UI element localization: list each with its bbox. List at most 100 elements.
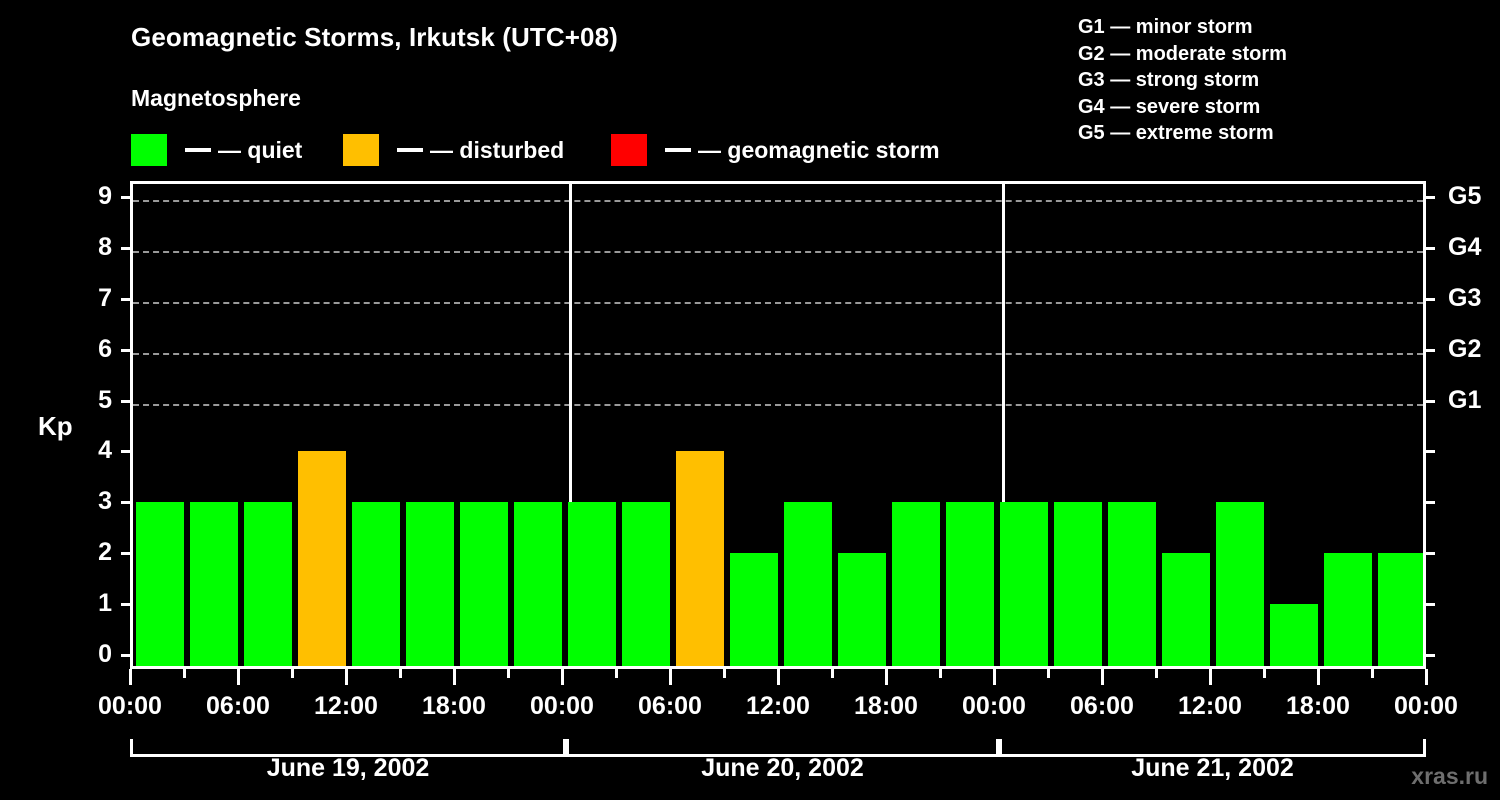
gridline-kp-6 — [133, 352, 1423, 355]
gridline-kp-9 — [133, 200, 1423, 202]
y-tick-mark-6 — [121, 348, 132, 352]
right-tick-mark-kp-3 — [1424, 501, 1435, 505]
x-tick-major-6 — [453, 669, 456, 685]
x-tick-minor-21 — [1263, 669, 1266, 678]
bar-kp — [298, 451, 346, 666]
gscale-legend-row-1: G1 — minor storm — [1078, 16, 1253, 38]
day-label-1: June 19, 2002 — [266, 754, 430, 782]
gscale-legend: G1 — minor storm G2 — moderate storm G3 — … — [1078, 14, 1287, 147]
legend-label: — disturbed — [430, 136, 565, 163]
x-tick-minor-19 — [1155, 669, 1158, 678]
y-tick-mark-7 — [121, 297, 132, 301]
bar-kp — [244, 502, 292, 666]
x-tick-major-20 — [1209, 669, 1212, 685]
x-tick-major-10 — [669, 669, 672, 685]
bar-kp — [946, 502, 994, 666]
y-tick-label-3: 3 — [98, 487, 112, 516]
subsystem-heading: Magnetosphere — [131, 85, 301, 111]
x-tick-label-5: 06:00 — [638, 692, 702, 720]
right-tick-mark-kp-7 — [1424, 297, 1435, 301]
bar-kp — [730, 553, 778, 666]
x-tick-label-9: 06:00 — [1070, 692, 1134, 720]
green-swatch — [131, 134, 167, 166]
x-tick-label-11: 18:00 — [1286, 692, 1350, 720]
bar-kp — [460, 502, 508, 666]
bar-kp — [352, 502, 400, 666]
x-tick-major-12 — [777, 669, 780, 685]
y-tick-label-1: 1 — [98, 589, 112, 618]
x-tick-major-18 — [1101, 669, 1104, 685]
right-tick-mark-kp-9 — [1424, 196, 1435, 199]
y-tick-mark-8 — [121, 246, 132, 250]
x-tick-label-6: 12:00 — [746, 692, 810, 720]
bar-kp — [1378, 553, 1423, 666]
y-tick-mark-9 — [121, 196, 132, 199]
y-tick-mark-2 — [121, 552, 132, 556]
x-tick-minor-1 — [183, 669, 186, 678]
x-tick-label-3: 18:00 — [422, 692, 486, 720]
x-tick-label-0: 00:00 — [98, 692, 162, 720]
y-axis-title: Kp — [38, 411, 73, 441]
page-title: Geomagnetic Storms, Irkutsk (UTC+08) — [131, 22, 618, 52]
x-tick-major-16 — [993, 669, 996, 685]
y-tick-mark-5 — [121, 399, 132, 403]
day-label-2: June 20, 2002 — [701, 754, 864, 782]
y-tick-label-2: 2 — [98, 538, 112, 567]
y-tick-label-0: 0 — [98, 640, 112, 668]
right-tick-label-G3: G3 — [1448, 283, 1482, 312]
bar-kp — [784, 502, 832, 666]
x-tick-minor-23 — [1371, 669, 1374, 678]
y-tick-mark-0 — [121, 654, 132, 657]
bar-kp — [892, 502, 940, 666]
gridline-kp-8 — [133, 250, 1423, 253]
bar-kp — [406, 502, 454, 666]
bar-kp — [136, 502, 184, 666]
y-tick-mark-1 — [121, 603, 132, 607]
right-tick-label-G4: G4 — [1448, 232, 1482, 261]
right-tick-mark-kp-2 — [1424, 552, 1435, 556]
y-tick-label-8: 8 — [98, 232, 112, 261]
x-tick-label-12: 00:00 — [1394, 692, 1458, 720]
bar-kp — [1000, 502, 1048, 666]
x-tick-major-8 — [561, 669, 564, 685]
x-tick-label-7: 18:00 — [854, 692, 918, 720]
x-tick-major-14 — [885, 669, 888, 685]
bar-kp — [514, 502, 562, 666]
gscale-legend-row-2: G2 — moderate storm — [1078, 42, 1287, 65]
x-tick-major-22 — [1317, 669, 1320, 685]
right-tick-mark-kp-0 — [1424, 654, 1435, 657]
right-tick-mark-kp-1 — [1424, 603, 1435, 607]
x-tick-minor-17 — [1047, 669, 1050, 678]
bar-kp — [838, 553, 886, 666]
x-tick-major-2 — [237, 669, 240, 685]
legend-dash-icon — [397, 148, 423, 152]
gscale-legend-row-4: G4 — severe storm — [1078, 95, 1261, 118]
y-tick-mark-3 — [121, 501, 132, 505]
right-tick-mark-kp-8 — [1424, 246, 1435, 250]
bar-kp — [622, 502, 670, 666]
right-tick-label-G5: G5 — [1448, 182, 1482, 210]
right-tick-mark-kp-5 — [1424, 399, 1435, 403]
x-tick-label-10: 12:00 — [1178, 692, 1242, 720]
x-tick-label-2: 12:00 — [314, 692, 378, 720]
legend-entry-red: — geomagnetic storm — [611, 132, 940, 168]
x-tick-minor-9 — [615, 669, 618, 678]
bar-kp — [676, 451, 724, 666]
legend-dash-icon — [185, 148, 211, 152]
gridline-kp-7 — [133, 301, 1423, 304]
watermark: xras.ru — [1411, 763, 1488, 789]
legend-entry-orange: — disturbed — [343, 132, 564, 168]
day-separator-2 — [1002, 184, 1005, 666]
day-separator-1 — [569, 184, 572, 666]
legend-entry-green: — quiet — [131, 132, 302, 168]
x-tick-major-0 — [129, 669, 132, 685]
y-tick-label-4: 4 — [98, 436, 112, 465]
x-tick-minor-13 — [831, 669, 834, 678]
x-tick-minor-3 — [291, 669, 294, 678]
y-tick-label-7: 7 — [98, 283, 112, 312]
y-tick-label-6: 6 — [98, 334, 112, 363]
x-tick-major-4 — [345, 669, 348, 685]
bar-kp — [190, 502, 238, 666]
x-tick-minor-7 — [507, 669, 510, 678]
